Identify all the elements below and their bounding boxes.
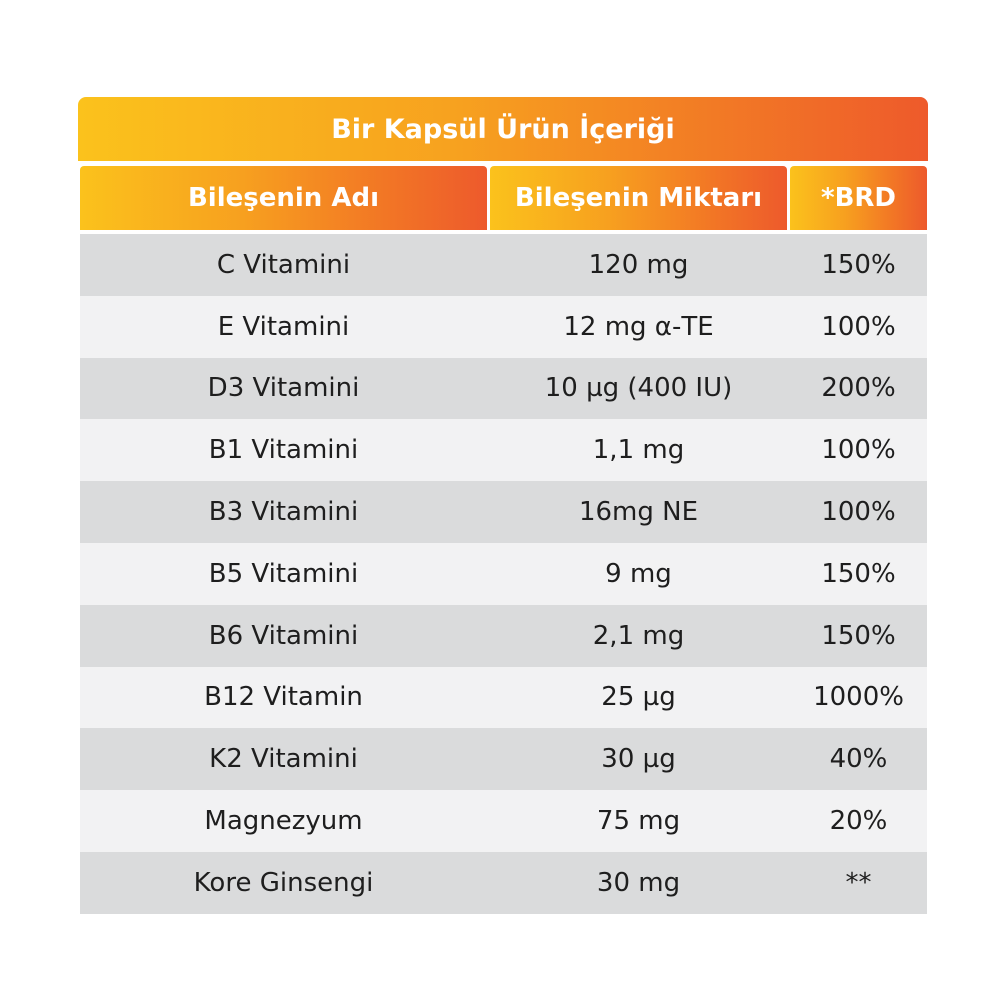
component-brd: 100%: [821, 311, 896, 342]
component-amount: 2,1 mg: [592, 620, 685, 651]
table-row: E Vitamini 12 mg α-TE 100%: [80, 295, 927, 358]
component-name: B12 Vitamin: [204, 682, 363, 713]
component-name: E Vitamini: [217, 311, 350, 342]
component-brd: **: [845, 867, 872, 898]
component-brd: 1000%: [813, 682, 904, 713]
table-row: Magnezyum 75 mg 20%: [80, 790, 927, 852]
component-amount: 10 µg (400 IU): [544, 373, 733, 404]
header-component-amount: Bileşenin Miktarı: [490, 166, 787, 230]
component-amount: 75 mg: [596, 806, 681, 837]
component-name: D3 Vitamini: [207, 373, 360, 404]
component-amount: 9 mg: [605, 558, 672, 589]
header-brd: *BRD: [790, 166, 927, 230]
component-amount: 25 µg: [601, 682, 676, 713]
table-row: Kore Ginsengi 30 mg **: [80, 851, 927, 914]
component-brd: 150%: [821, 249, 896, 280]
table-row: B12 Vitamin 25 µg 1000%: [80, 666, 927, 729]
table-title: Bir Kapsül Ürün İçeriği: [78, 97, 928, 161]
component-brd: 150%: [821, 620, 896, 651]
component-name: B3 Vitamini: [208, 497, 359, 528]
component-brd: 20%: [829, 806, 888, 837]
table-row: C Vitamini 120 mg 150%: [80, 234, 927, 296]
component-brd: 100%: [821, 497, 896, 528]
component-amount: 12 mg α-TE: [563, 311, 714, 342]
component-name: B6 Vitamini: [208, 620, 359, 651]
component-amount: 16mg NE: [578, 497, 699, 528]
component-amount: 30 µg: [601, 744, 676, 775]
component-name: K2 Vitamini: [209, 744, 358, 775]
header-component-name: Bileşenin Adı: [80, 166, 487, 230]
component-name: Magnezyum: [204, 806, 363, 837]
table-row: D3 Vitamini 10 µg (400 IU) 200%: [80, 357, 927, 420]
component-name: B1 Vitamini: [208, 435, 359, 466]
component-name: B5 Vitamini: [208, 558, 359, 589]
component-name: Kore Ginsengi: [193, 867, 374, 898]
table-row: B1 Vitamini 1,1 mg 100%: [80, 419, 927, 482]
component-amount: 120 mg: [588, 249, 689, 280]
table-row: B3 Vitamini 16mg NE 100%: [80, 481, 927, 543]
component-brd: 200%: [821, 373, 896, 404]
component-brd: 100%: [821, 435, 896, 466]
component-name: C Vitamini: [216, 249, 351, 280]
component-brd: 40%: [829, 744, 888, 775]
table-row: K2 Vitamini 30 µg 40%: [80, 728, 927, 791]
component-amount: 1,1 mg: [592, 435, 685, 466]
ingredients-table-body: C Vitamini 120 mg 150% E Vitamini 12 mg …: [80, 234, 927, 914]
component-brd: 150%: [821, 558, 896, 589]
table-row: B6 Vitamini 2,1 mg 150%: [80, 604, 927, 667]
component-amount: 30 mg: [596, 867, 681, 898]
table-row: B5 Vitamini 9 mg 150%: [80, 542, 927, 605]
